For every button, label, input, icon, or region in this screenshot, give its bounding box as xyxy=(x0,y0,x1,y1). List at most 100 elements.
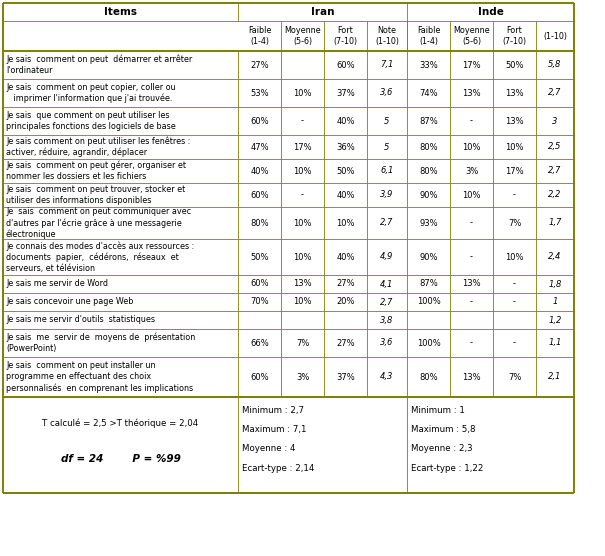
Text: 90%: 90% xyxy=(419,191,438,200)
Text: 33%: 33% xyxy=(419,61,438,70)
Text: 80%: 80% xyxy=(419,142,438,151)
Text: Je sais concevoir une page Web: Je sais concevoir une page Web xyxy=(6,297,133,306)
Text: -: - xyxy=(513,191,516,200)
Text: -: - xyxy=(513,280,516,289)
Text: 37%: 37% xyxy=(336,373,355,381)
Text: 60%: 60% xyxy=(336,61,355,70)
Text: 60%: 60% xyxy=(250,280,269,289)
Text: 2,7: 2,7 xyxy=(548,166,561,176)
Text: Note
(1-10): Note (1-10) xyxy=(375,26,399,46)
Text: 1,1: 1,1 xyxy=(548,339,561,348)
Text: 3,6: 3,6 xyxy=(381,339,394,348)
Text: 13%: 13% xyxy=(462,88,481,97)
Text: 40%: 40% xyxy=(336,117,355,126)
Text: -: - xyxy=(513,297,516,306)
Text: Moyenne
(5-6): Moyenne (5-6) xyxy=(453,26,490,46)
Text: Je sais  que comment on peut utiliser les
principales fonctions des logiciels de: Je sais que comment on peut utiliser les… xyxy=(6,111,175,131)
Text: -: - xyxy=(301,117,304,126)
Text: 20%: 20% xyxy=(336,297,355,306)
Text: 1: 1 xyxy=(552,297,558,306)
Text: 87%: 87% xyxy=(419,280,438,289)
Text: Je connais des modes d'accès aux ressources :
documents  papier,  cédérons,  rés: Je connais des modes d'accès aux ressour… xyxy=(6,241,194,273)
Text: Je sais me servir d'outils  statistiques: Je sais me servir d'outils statistiques xyxy=(6,315,155,325)
Text: 5: 5 xyxy=(384,117,390,126)
Text: Faible
(1-4): Faible (1-4) xyxy=(248,26,271,46)
Text: 87%: 87% xyxy=(419,117,438,126)
Text: -: - xyxy=(470,219,473,227)
Text: 50%: 50% xyxy=(250,252,269,261)
Text: 2,2: 2,2 xyxy=(548,191,561,200)
Text: 10%: 10% xyxy=(293,219,312,227)
Text: 13%: 13% xyxy=(462,373,481,381)
Text: 5: 5 xyxy=(384,142,390,151)
Text: 7%: 7% xyxy=(508,373,521,381)
Text: 100%: 100% xyxy=(417,297,440,306)
Text: 7%: 7% xyxy=(508,219,521,227)
Text: 40%: 40% xyxy=(336,252,355,261)
Text: 10%: 10% xyxy=(293,297,312,306)
Text: Moyenne
(5-6): Moyenne (5-6) xyxy=(284,26,321,46)
Text: 27%: 27% xyxy=(336,280,355,289)
Text: 60%: 60% xyxy=(250,117,269,126)
Text: Je  sais  comment on peut communiquer avec
d'autres par l'écrie grâce à une mess: Je sais comment on peut communiquer avec… xyxy=(6,207,191,239)
Text: Je sais comment on peut utiliser les fenêtres :
activer, réduire, agrandir, dépl: Je sais comment on peut utiliser les fen… xyxy=(6,137,191,157)
Text: 10%: 10% xyxy=(336,219,355,227)
Text: -: - xyxy=(470,339,473,348)
Text: 3%: 3% xyxy=(465,166,478,176)
Text: Iran: Iran xyxy=(311,7,334,17)
Text: Fort
(7-10): Fort (7-10) xyxy=(502,26,526,46)
Text: 10%: 10% xyxy=(462,142,481,151)
Text: 53%: 53% xyxy=(250,88,269,97)
Text: 1,8: 1,8 xyxy=(548,280,561,289)
Text: Ecart-type : 2,14: Ecart-type : 2,14 xyxy=(242,464,315,473)
Text: 13%: 13% xyxy=(505,117,524,126)
Text: 80%: 80% xyxy=(419,166,438,176)
Text: 4,9: 4,9 xyxy=(381,252,394,261)
Text: 80%: 80% xyxy=(419,373,438,381)
Text: Je sais  comment on peut  démarrer et arrêter
l'ordinateur: Je sais comment on peut démarrer et arrê… xyxy=(6,55,192,75)
Text: Je sais me servir de Word: Je sais me servir de Word xyxy=(6,280,108,289)
Text: -: - xyxy=(470,252,473,261)
Text: Faible
(1-4): Faible (1-4) xyxy=(417,26,440,46)
Text: 50%: 50% xyxy=(505,61,524,70)
Text: 10%: 10% xyxy=(293,166,312,176)
Text: 3,6: 3,6 xyxy=(381,88,394,97)
Text: 10%: 10% xyxy=(505,252,524,261)
Text: 1,2: 1,2 xyxy=(548,315,561,325)
Text: 7%: 7% xyxy=(296,339,309,348)
Text: -: - xyxy=(301,191,304,200)
Text: 66%: 66% xyxy=(250,339,269,348)
Text: 2,4: 2,4 xyxy=(548,252,561,261)
Text: 93%: 93% xyxy=(419,219,438,227)
Text: 2,7: 2,7 xyxy=(548,88,561,97)
Text: 7,1: 7,1 xyxy=(381,61,394,70)
Text: 47%: 47% xyxy=(250,142,269,151)
Text: Minimum : 2,7: Minimum : 2,7 xyxy=(242,406,304,415)
Text: 100%: 100% xyxy=(417,339,440,348)
Text: Je sais  me  servir de  moyens de  présentation
(PowerPoint): Je sais me servir de moyens de présentat… xyxy=(6,333,195,353)
Text: 3%: 3% xyxy=(296,373,309,381)
Text: 74%: 74% xyxy=(419,88,438,97)
Text: Je sais  comment on peut gérer, organiser et
nommer les dossiers et les fichiers: Je sais comment on peut gérer, organiser… xyxy=(6,161,186,181)
Text: 37%: 37% xyxy=(336,88,355,97)
Text: 13%: 13% xyxy=(462,280,481,289)
Text: 4,1: 4,1 xyxy=(381,280,394,289)
Text: 80%: 80% xyxy=(250,219,269,227)
Text: 2,7: 2,7 xyxy=(381,219,394,227)
Text: Maximum : 7,1: Maximum : 7,1 xyxy=(242,425,307,434)
Text: 60%: 60% xyxy=(250,373,269,381)
Text: 70%: 70% xyxy=(250,297,269,306)
Text: 17%: 17% xyxy=(505,166,524,176)
Text: -: - xyxy=(513,339,516,348)
Text: Minimum : 1: Minimum : 1 xyxy=(411,406,465,415)
Text: 2,5: 2,5 xyxy=(548,142,561,151)
Text: df = 24        P = %99: df = 24 P = %99 xyxy=(60,454,180,464)
Text: 10%: 10% xyxy=(293,252,312,261)
Text: 3,9: 3,9 xyxy=(381,191,394,200)
Text: -: - xyxy=(470,297,473,306)
Text: Fort
(7-10): Fort (7-10) xyxy=(333,26,358,46)
Text: 1,7: 1,7 xyxy=(548,219,561,227)
Text: 27%: 27% xyxy=(250,61,269,70)
Text: 2,7: 2,7 xyxy=(381,297,394,306)
Text: 27%: 27% xyxy=(336,339,355,348)
